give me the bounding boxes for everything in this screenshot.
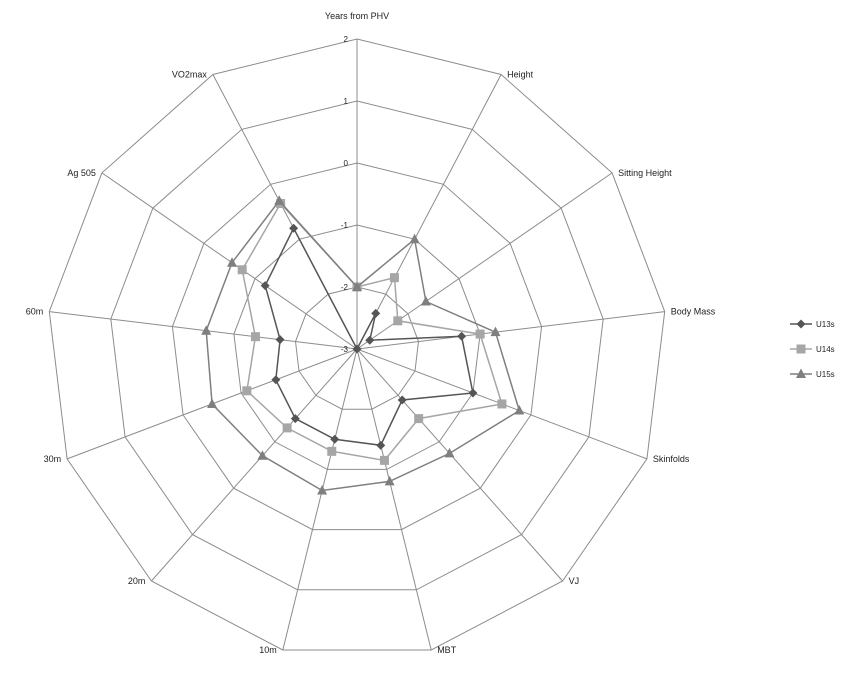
tick-label-5: 2 bbox=[344, 35, 349, 44]
series-0-point-1 bbox=[371, 308, 381, 318]
tick-labels: -3 -2 -1 0 1 2 bbox=[341, 35, 349, 354]
series-0-point-4 bbox=[468, 388, 478, 398]
spoke-5 bbox=[356, 348, 563, 582]
axis-label-1: Height bbox=[507, 70, 534, 80]
radar-grid bbox=[48, 38, 666, 651]
series-0-point-3 bbox=[457, 331, 467, 341]
series-2-point-3 bbox=[490, 326, 501, 337]
legend: U13s U14s U15s bbox=[790, 319, 835, 379]
series-0-point-8 bbox=[290, 414, 300, 424]
series-0-point-5 bbox=[397, 395, 407, 405]
series-0-point-10 bbox=[275, 335, 285, 345]
legend-label-0: U13s bbox=[816, 320, 835, 329]
grid-ring-2 bbox=[171, 162, 543, 531]
series-2-point-9 bbox=[207, 398, 218, 408]
axis-label-5: VJ bbox=[569, 576, 580, 586]
axis-label-10: 60m bbox=[26, 307, 44, 317]
legend-item-0: U13s bbox=[790, 319, 835, 329]
series-2-point-10 bbox=[201, 325, 212, 335]
spoke-10 bbox=[49, 311, 358, 350]
series-1-point-1 bbox=[389, 273, 399, 283]
series-1-point-4 bbox=[497, 399, 507, 409]
series-1-point-2 bbox=[393, 316, 403, 326]
series-1-point-7 bbox=[327, 446, 337, 456]
series-2-point-0 bbox=[352, 281, 362, 291]
series-0-point-2 bbox=[365, 335, 375, 345]
series-0-point-0 bbox=[352, 344, 362, 354]
axis-label-12: VO2max bbox=[172, 70, 208, 80]
series-0-point-9 bbox=[271, 375, 281, 385]
series-1-point-6 bbox=[379, 455, 389, 465]
legend-label-1: U14s bbox=[816, 345, 835, 354]
legend-swatch-marker-2 bbox=[796, 368, 806, 378]
series-2-point-2 bbox=[420, 295, 431, 306]
series-1-point-8 bbox=[282, 423, 292, 433]
grid-ring-4 bbox=[48, 38, 666, 651]
axis-label-6: MBT bbox=[437, 645, 457, 655]
grid-ring-0 bbox=[294, 286, 420, 410]
series-0 bbox=[260, 223, 478, 450]
axis-label-11: Ag 505 bbox=[67, 168, 96, 178]
spoke-3 bbox=[356, 311, 665, 350]
grid-ring-1 bbox=[233, 224, 481, 470]
series-0-line bbox=[264, 226, 474, 447]
series-group bbox=[201, 195, 525, 495]
axis-label-2: Sitting Height bbox=[618, 168, 672, 178]
series-0-point-7 bbox=[330, 434, 340, 444]
axis-label-9: 30m bbox=[44, 454, 62, 464]
series-0-point-11 bbox=[260, 281, 270, 291]
axis-label-8: 20m bbox=[128, 576, 146, 586]
legend-swatch-marker-1 bbox=[796, 344, 806, 354]
tick-label-0: -3 bbox=[341, 345, 349, 354]
spoke-6 bbox=[356, 348, 432, 651]
series-2-point-11 bbox=[226, 257, 237, 267]
series-0-point-12 bbox=[289, 223, 299, 233]
axis-label-4: Skinfolds bbox=[653, 454, 690, 464]
series-2-point-7 bbox=[317, 484, 328, 495]
series-1-point-9 bbox=[242, 386, 252, 396]
tick-label-1: -2 bbox=[341, 283, 349, 292]
legend-item-2: U15s bbox=[790, 368, 835, 379]
series-1-point-5 bbox=[414, 414, 424, 424]
axis-label-0: Years from PHV bbox=[325, 11, 389, 21]
spoke-1 bbox=[356, 74, 502, 350]
series-1-point-3 bbox=[475, 329, 485, 339]
series-2 bbox=[201, 195, 525, 495]
series-2-line bbox=[205, 199, 521, 492]
series-2-point-5 bbox=[444, 447, 455, 458]
grid-ring-3 bbox=[110, 100, 604, 591]
tick-label-2: -1 bbox=[341, 221, 349, 230]
series-2-point-1 bbox=[409, 233, 420, 244]
radar-spokes bbox=[49, 39, 665, 651]
spoke-11 bbox=[101, 172, 358, 350]
series-0-point-6 bbox=[376, 440, 386, 450]
legend-item-1: U14s bbox=[790, 344, 835, 354]
axis-label-3: Body Mass bbox=[671, 307, 716, 317]
series-2-point-12 bbox=[274, 195, 285, 205]
tick-label-4: 1 bbox=[344, 97, 349, 106]
series-1-point-10 bbox=[250, 332, 260, 342]
series-1-point-11 bbox=[237, 265, 247, 275]
tick-label-3: 0 bbox=[344, 159, 349, 168]
legend-label-2: U15s bbox=[816, 370, 835, 379]
spoke-7 bbox=[282, 348, 358, 651]
axis-labels: Years from PHV Height Sitting Height Body M… bbox=[26, 11, 716, 655]
spoke-8 bbox=[151, 348, 358, 582]
series-1-line bbox=[241, 202, 503, 462]
axis-label-7: 10m bbox=[259, 645, 277, 655]
series-2-point-8 bbox=[257, 450, 268, 460]
series-2-point-4 bbox=[514, 405, 525, 415]
legend-swatch-marker-0 bbox=[796, 319, 806, 329]
series-2-point-6 bbox=[384, 475, 395, 486]
